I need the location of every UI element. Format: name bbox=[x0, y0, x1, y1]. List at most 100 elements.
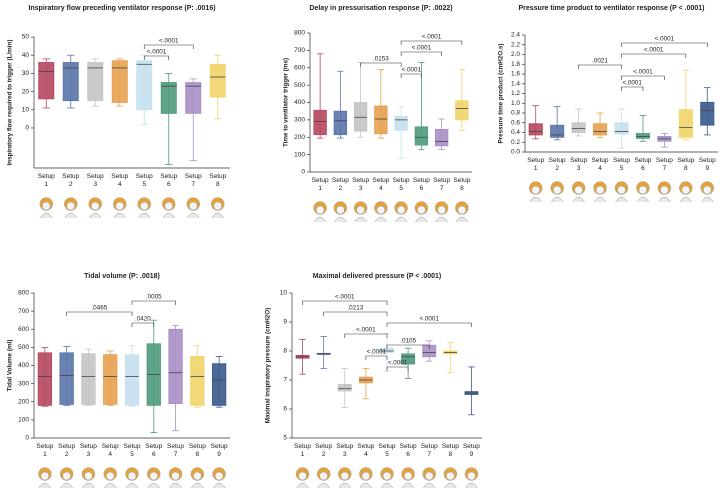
p-value-label: .0213 bbox=[347, 305, 363, 312]
x-tick-label-line: Setup bbox=[357, 443, 374, 450]
setup-icon-body bbox=[380, 482, 394, 489]
x-tick-label-line: Setup bbox=[332, 177, 349, 184]
x-tick-label: Setup 8 bbox=[677, 157, 694, 172]
p-value-label: .0420 bbox=[135, 316, 151, 323]
x-tick-label-line: Setup bbox=[442, 443, 459, 450]
y-tick-label: 1.8 bbox=[511, 61, 520, 68]
y-tick-label: 10 bbox=[280, 290, 288, 297]
p-value-label: <.0001 bbox=[402, 67, 422, 74]
box bbox=[455, 100, 469, 121]
x-tick-label-line: 7 bbox=[663, 165, 667, 172]
x-tick-label: Setup 5 bbox=[613, 157, 630, 172]
setup-icon-face bbox=[396, 205, 406, 215]
setup-icon-face bbox=[62, 471, 71, 481]
setup-icon-body bbox=[550, 196, 564, 203]
x-tick-label-line: Setup bbox=[38, 173, 55, 180]
setup-icon-body bbox=[465, 482, 478, 489]
x-tick-label: Setup 3 bbox=[352, 177, 369, 192]
x-tick-label-line: 7 bbox=[427, 451, 431, 458]
box bbox=[374, 105, 388, 135]
setup-icon-body bbox=[455, 216, 469, 223]
x-tick-label-line: Setup bbox=[413, 177, 430, 184]
box bbox=[614, 122, 629, 135]
x-tick-label-line: Setup bbox=[393, 177, 410, 184]
setup-icon-body bbox=[572, 196, 585, 203]
setup-icon-body bbox=[338, 482, 351, 489]
setup-icon-body bbox=[658, 196, 671, 203]
x-tick-label: Setup 3 bbox=[336, 443, 353, 458]
box bbox=[434, 129, 449, 147]
x-tick-label: Setup 1 bbox=[294, 443, 311, 458]
x-tick-label-line: Setup bbox=[570, 157, 587, 164]
y-tick-label: 0.8 bbox=[511, 110, 520, 117]
x-tick-label: Setup 7 bbox=[167, 443, 184, 458]
y-tick-label: 800 bbox=[294, 30, 305, 37]
x-tick-label-line: Setup bbox=[592, 157, 609, 164]
box bbox=[401, 353, 416, 365]
p-value-label: <.0001 bbox=[655, 36, 675, 43]
setup-icon-face bbox=[189, 201, 198, 211]
x-tick-label-line: Setup bbox=[58, 443, 75, 450]
x-tick-label-line: Setup bbox=[421, 443, 438, 450]
x-tick-label-line: Setup bbox=[613, 157, 630, 164]
x-tick-label-line: 6 bbox=[406, 451, 410, 458]
y-tick-label: 100 bbox=[294, 151, 305, 158]
x-tick-label: Setup 4 bbox=[111, 173, 128, 188]
setup-icon-body bbox=[89, 212, 102, 219]
x-tick-label-line: Setup bbox=[315, 443, 332, 450]
setup-icon-face bbox=[91, 201, 100, 211]
setup-icon-body bbox=[191, 482, 204, 489]
x-tick-label-line: 2 bbox=[339, 185, 343, 192]
x-tick-label: Setup 5 bbox=[393, 177, 410, 192]
significance-bracket bbox=[400, 73, 422, 78]
y-tick-label: 0.6 bbox=[511, 119, 520, 126]
p-value-label: <.0001 bbox=[367, 349, 387, 356]
setup-icon-body bbox=[401, 482, 415, 489]
x-tick-label: Setup 1 bbox=[38, 173, 55, 188]
y-tick-label: 600 bbox=[294, 64, 305, 71]
setup-icon-body bbox=[444, 482, 457, 489]
y-tick-label: 500 bbox=[18, 344, 29, 351]
box bbox=[353, 102, 368, 132]
setup-icon-face bbox=[315, 205, 325, 215]
setup-icon-body bbox=[64, 212, 77, 219]
significance-bracket bbox=[578, 64, 622, 69]
setup-icon-face bbox=[171, 471, 180, 481]
x-tick-label: Setup 4 bbox=[102, 443, 119, 458]
p-value-label: <.0001 bbox=[412, 45, 432, 52]
box bbox=[635, 133, 650, 139]
box bbox=[168, 328, 183, 404]
box bbox=[528, 123, 543, 136]
significance-bracket bbox=[365, 355, 388, 360]
x-tick-label-line: 8 bbox=[684, 165, 688, 172]
significance-bracket bbox=[66, 311, 133, 316]
x-tick-label-line: 9 bbox=[705, 165, 709, 172]
box bbox=[414, 126, 429, 146]
setup-icon-face bbox=[127, 471, 137, 481]
box bbox=[190, 356, 205, 406]
box bbox=[38, 62, 55, 100]
significance-bracket bbox=[344, 333, 388, 338]
box bbox=[111, 60, 128, 103]
significance-bracket bbox=[143, 44, 194, 49]
x-tick-label-line: Setup bbox=[677, 157, 694, 164]
box bbox=[185, 82, 202, 114]
setup-icon-face bbox=[336, 205, 345, 215]
setup-icon-body bbox=[38, 482, 52, 489]
setup-icon-body bbox=[701, 196, 714, 203]
significance-bracket bbox=[621, 75, 665, 80]
x-tick-label-line: Setup bbox=[145, 443, 162, 450]
y-tick-label: 2.4 bbox=[511, 32, 520, 39]
y-tick-label: 30 bbox=[22, 70, 30, 77]
box bbox=[593, 123, 608, 136]
p-value-label: .0021 bbox=[592, 58, 608, 65]
box bbox=[211, 363, 227, 406]
setup-icon-body bbox=[374, 216, 388, 223]
y-tick-label: 0.0 bbox=[511, 149, 520, 156]
box bbox=[81, 353, 96, 405]
box bbox=[394, 116, 408, 131]
x-tick-label-line: 1 bbox=[318, 185, 322, 192]
y-tick-label: 1.4 bbox=[511, 80, 520, 87]
setup-icon-body bbox=[40, 212, 53, 219]
x-tick-label: Setup 1 bbox=[312, 177, 329, 192]
